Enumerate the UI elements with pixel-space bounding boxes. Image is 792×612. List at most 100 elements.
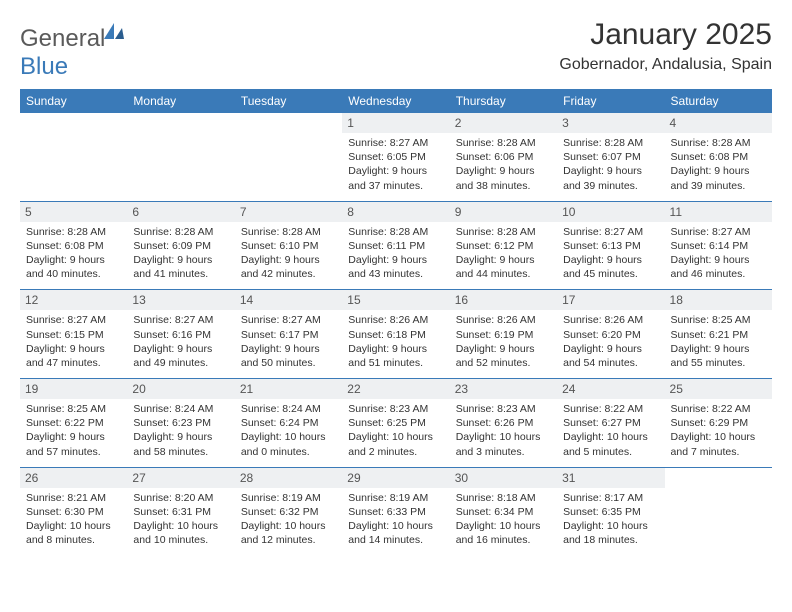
calendar-day-cell: 13 Sunrise: 8:27 AMSunset: 6:16 PMDayligh… <box>127 290 234 379</box>
calendar-day-cell: 9 Sunrise: 8:28 AMSunset: 6:12 PMDaylight… <box>450 201 557 290</box>
day-details: Sunrise: 8:28 AMSunset: 6:11 PMDaylight:… <box>348 225 443 282</box>
sunset-text: Sunset: 6:14 PM <box>671 239 766 253</box>
day-details: Sunrise: 8:26 AMSunset: 6:19 PMDaylight:… <box>456 313 551 370</box>
calendar-day-cell: 14Sunrise: 8:27 AMSunset: 6:17 PMDayligh… <box>235 290 342 379</box>
day-number: 27 <box>127 468 234 488</box>
day-number: 1 <box>342 113 449 133</box>
day-number: 8 <box>342 202 449 222</box>
sunrise-text: Sunrise: 8:28 AM <box>456 225 551 239</box>
sunset-text: Sunset: 6:21 PM <box>671 328 766 342</box>
sunset-text: Sunset: 6:08 PM <box>671 150 766 164</box>
sunset-text: Sunset: 6:07 PM <box>563 150 658 164</box>
sunrise-text: Sunrise: 8:17 AM <box>563 491 658 505</box>
weekday-header: Monday <box>127 89 234 113</box>
calendar-week-row: 12Sunrise: 8:27 AMSunset: 6:15 PMDayligh… <box>20 290 772 379</box>
header: GeneralBlue January 2025 Gobernador, And… <box>20 18 772 81</box>
brand-name: GeneralBlue <box>20 22 125 81</box>
sunrise-text: Sunrise: 8:23 AM <box>348 402 443 416</box>
weekday-header: Sunday <box>20 89 127 113</box>
day-details: Sunrise: 8:27 AMSunset: 6:05 PMDaylight:… <box>348 136 443 193</box>
sunrise-text: Sunrise: 8:25 AM <box>671 313 766 327</box>
calendar-day-cell: 8 Sunrise: 8:28 AMSunset: 6:11 PMDaylight… <box>342 201 449 290</box>
calendar-day-cell: 26Sunrise: 8:21 AMSunset: 6:30 PMDayligh… <box>20 467 127 555</box>
day-number: 23 <box>450 379 557 399</box>
calendar-day-cell: 29 Sunrise: 8:19 AMSunset: 6:33 PMDayligh… <box>342 467 449 555</box>
day-number: 11 <box>665 202 772 222</box>
daylight-text: Daylight: 9 hours and 47 minutes. <box>26 342 121 370</box>
day-number: 5 <box>20 202 127 222</box>
sunset-text: Sunset: 6:23 PM <box>133 416 228 430</box>
sunset-text: Sunset: 6:31 PM <box>133 505 228 519</box>
daylight-text: Daylight: 10 hours and 2 minutes. <box>348 430 443 458</box>
day-details: Sunrise: 8:24 AMSunset: 6:23 PMDaylight:… <box>133 402 228 459</box>
day-details: Sunrise: 8:28 AMSunset: 6:07 PMDaylight:… <box>563 136 658 193</box>
daylight-text: Daylight: 9 hours and 54 minutes. <box>563 342 658 370</box>
day-number: 12 <box>20 290 127 310</box>
day-number: 10 <box>557 202 664 222</box>
weekday-header: Thursday <box>450 89 557 113</box>
day-details: Sunrise: 8:19 AMSunset: 6:33 PMDaylight:… <box>348 491 443 548</box>
title-block: January 2025 Gobernador, Andalusia, Spai… <box>559 18 772 74</box>
daylight-text: Daylight: 9 hours and 45 minutes. <box>563 253 658 281</box>
brand-logo: GeneralBlue <box>20 22 125 81</box>
daylight-text: Daylight: 9 hours and 39 minutes. <box>671 164 766 192</box>
day-details: Sunrise: 8:20 AMSunset: 6:31 PMDaylight:… <box>133 491 228 548</box>
day-number: 7 <box>235 202 342 222</box>
daylight-text: Daylight: 9 hours and 52 minutes. <box>456 342 551 370</box>
daylight-text: Daylight: 10 hours and 0 minutes. <box>241 430 336 458</box>
calendar-day-cell: 5 Sunrise: 8:28 AMSunset: 6:08 PMDaylight… <box>20 201 127 290</box>
day-details: Sunrise: 8:26 AMSunset: 6:18 PMDaylight:… <box>348 313 443 370</box>
daylight-text: Daylight: 10 hours and 7 minutes. <box>671 430 766 458</box>
day-details: Sunrise: 8:28 AMSunset: 6:12 PMDaylight:… <box>456 225 551 282</box>
sunrise-text: Sunrise: 8:19 AM <box>348 491 443 505</box>
weekday-header: Saturday <box>665 89 772 113</box>
day-details: Sunrise: 8:23 AMSunset: 6:25 PMDaylight:… <box>348 402 443 459</box>
daylight-text: Daylight: 9 hours and 37 minutes. <box>348 164 443 192</box>
day-number: 22 <box>342 379 449 399</box>
calendar-day-cell <box>127 113 234 201</box>
day-details: Sunrise: 8:23 AMSunset: 6:26 PMDaylight:… <box>456 402 551 459</box>
day-number: 9 <box>450 202 557 222</box>
calendar-day-cell: 23 Sunrise: 8:23 AMSunset: 6:26 PMDayligh… <box>450 379 557 468</box>
daylight-text: Daylight: 9 hours and 58 minutes. <box>133 430 228 458</box>
day-details: Sunrise: 8:27 AMSunset: 6:16 PMDaylight:… <box>133 313 228 370</box>
sunset-text: Sunset: 6:26 PM <box>456 416 551 430</box>
sunset-text: Sunset: 6:35 PM <box>563 505 658 519</box>
day-number: 4 <box>665 113 772 133</box>
day-number: 31 <box>557 468 664 488</box>
calendar-day-cell: 12Sunrise: 8:27 AMSunset: 6:15 PMDayligh… <box>20 290 127 379</box>
day-number: 15 <box>342 290 449 310</box>
calendar-day-cell: 4Sunrise: 8:28 AMSunset: 6:08 PMDaylight… <box>665 113 772 201</box>
sunset-text: Sunset: 6:12 PM <box>456 239 551 253</box>
sunrise-text: Sunrise: 8:27 AM <box>241 313 336 327</box>
sunset-text: Sunset: 6:17 PM <box>241 328 336 342</box>
sunset-text: Sunset: 6:24 PM <box>241 416 336 430</box>
day-details: Sunrise: 8:25 AMSunset: 6:21 PMDaylight:… <box>671 313 766 370</box>
daylight-text: Daylight: 9 hours and 50 minutes. <box>241 342 336 370</box>
calendar-day-cell: 1 Sunrise: 8:27 AMSunset: 6:05 PMDaylight… <box>342 113 449 201</box>
day-details: Sunrise: 8:17 AMSunset: 6:35 PMDaylight:… <box>563 491 658 548</box>
calendar-day-cell: 17 Sunrise: 8:26 AMSunset: 6:20 PMDayligh… <box>557 290 664 379</box>
sunrise-text: Sunrise: 8:21 AM <box>26 491 121 505</box>
sunrise-text: Sunrise: 8:28 AM <box>26 225 121 239</box>
daylight-text: Daylight: 9 hours and 44 minutes. <box>456 253 551 281</box>
daylight-text: Daylight: 10 hours and 18 minutes. <box>563 519 658 547</box>
sunrise-text: Sunrise: 8:27 AM <box>563 225 658 239</box>
day-number: 13 <box>127 290 234 310</box>
day-details: Sunrise: 8:26 AMSunset: 6:20 PMDaylight:… <box>563 313 658 370</box>
day-number: 29 <box>342 468 449 488</box>
daylight-text: Daylight: 9 hours and 43 minutes. <box>348 253 443 281</box>
sunset-text: Sunset: 6:05 PM <box>348 150 443 164</box>
sunrise-text: Sunrise: 8:22 AM <box>563 402 658 416</box>
day-details: Sunrise: 8:21 AMSunset: 6:30 PMDaylight:… <box>26 491 121 548</box>
day-details: Sunrise: 8:18 AMSunset: 6:34 PMDaylight:… <box>456 491 551 548</box>
sunrise-text: Sunrise: 8:28 AM <box>348 225 443 239</box>
calendar-day-cell <box>20 113 127 201</box>
calendar-day-cell <box>235 113 342 201</box>
day-number: 17 <box>557 290 664 310</box>
day-number: 3 <box>557 113 664 133</box>
day-details: Sunrise: 8:24 AMSunset: 6:24 PMDaylight:… <box>241 402 336 459</box>
day-details: Sunrise: 8:28 AMSunset: 6:08 PMDaylight:… <box>26 225 121 282</box>
weekday-header-row: Sunday Monday Tuesday Wednesday Thursday… <box>20 89 772 113</box>
day-details: Sunrise: 8:19 AMSunset: 6:32 PMDaylight:… <box>241 491 336 548</box>
